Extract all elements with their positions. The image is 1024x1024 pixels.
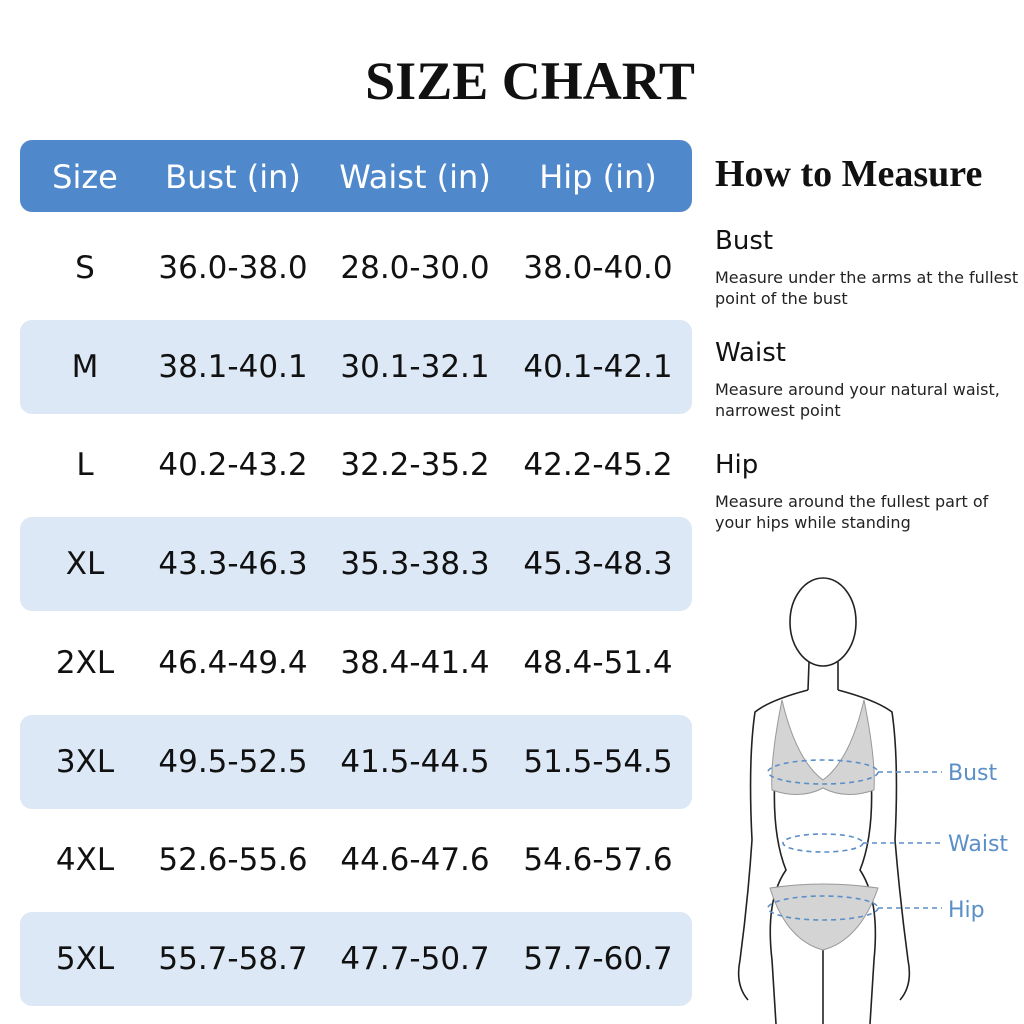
guide-title: How to Measure [715,153,983,195]
guide-text: point of the bust [715,289,848,308]
title: SIZE CHART [365,51,695,111]
measure-cell: 40.1-42.1 [523,348,673,385]
garment [769,699,879,951]
measure-cell: 41.5-44.5 [340,743,490,780]
measure-cell: 30.1-32.1 [340,348,490,385]
guide-text: Measure around your natural waist, [715,380,1000,399]
measure-cell: 36.0-38.0 [158,250,308,286]
size-cell: 5XL [55,940,115,977]
size-cell: 2XL [55,644,115,681]
measure-cell: 42.2-45.2 [523,447,673,484]
guide-text: narrowest point [715,401,841,420]
measure-cell: 44.6-47.6 [340,842,490,879]
size-cell: 4XL [55,842,115,879]
size-cell: S [75,250,95,286]
measure-cell: 28.0-30.0 [340,250,490,286]
measure-cell: 51.5-54.5 [523,743,673,780]
measure-cell: 38.0-40.0 [523,250,673,286]
measure-cell: 49.5-52.5 [158,743,308,780]
column-header: Size [52,158,118,196]
guide-text: Measure under the arms at the fullest [715,268,1019,287]
measure-cell: 57.7-60.7 [523,940,673,977]
size-cell: M [71,348,99,385]
figure-label: Bust [948,761,997,786]
figure-label: Hip [948,898,985,923]
figure-label: Waist [948,832,1008,857]
guide-name: Waist [715,338,786,368]
column-header: Waist (in) [339,158,491,196]
size-cell: L [76,447,94,484]
row-band [20,319,692,414]
measure-cell: 43.3-46.3 [158,546,308,583]
guide-name: Hip [715,450,759,480]
size-cell: 3XL [55,743,115,780]
measure-cell: 32.2-35.2 [340,447,490,484]
measure-cell: 54.6-57.6 [523,842,673,879]
row-band [20,517,692,612]
measure-cell: 48.4-51.4 [523,644,673,681]
measure-lines [767,759,942,921]
column-header: Bust (in) [165,158,301,196]
guide-text: Measure around the fullest part of [715,492,989,511]
column-header: Hip (in) [539,158,657,196]
header-bar [20,140,692,212]
measure-cell: 46.4-49.4 [158,644,308,681]
body-outline [737,577,911,1024]
row-band [20,911,692,1006]
measure-cell: 55.7-58.7 [158,940,308,977]
measure-cell: 45.3-48.3 [523,546,673,583]
size-cell: XL [65,546,105,583]
guide-name: Bust [715,226,774,256]
measure-cell: 52.6-55.6 [158,842,308,879]
row-band [20,714,692,809]
guide-text: your hips while standing [715,513,911,532]
measure-cell: 47.7-50.7 [340,940,490,977]
measure-cell: 38.4-41.4 [340,644,490,681]
measure-cell: 40.2-43.2 [158,447,308,484]
measure-cell: 38.1-40.1 [158,348,308,385]
measure-cell: 35.3-38.3 [340,546,490,583]
